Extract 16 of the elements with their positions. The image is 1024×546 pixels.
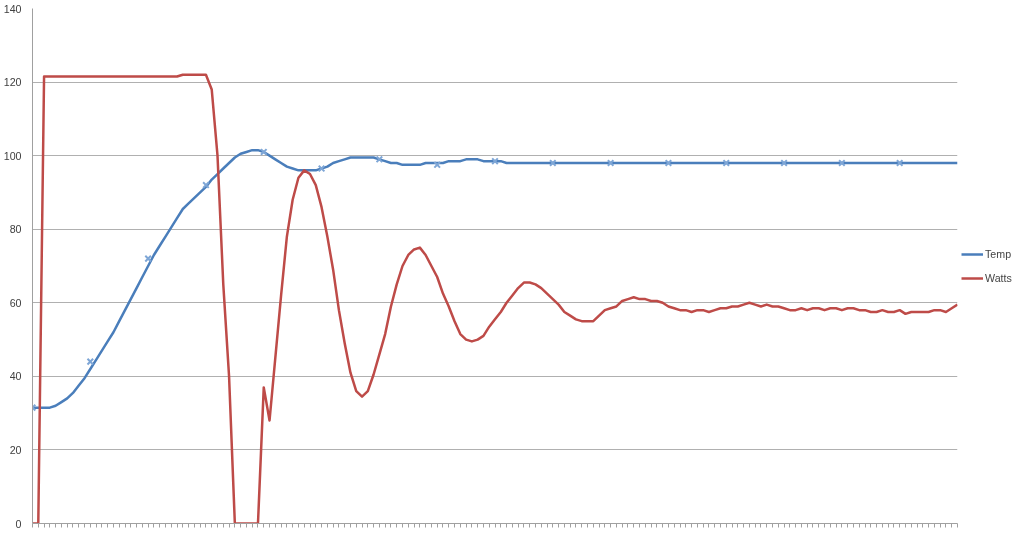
legend-label: Watts: [985, 271, 1012, 284]
point: [606, 159, 615, 167]
point: [433, 161, 442, 169]
y-tick-label: 120: [3, 76, 22, 89]
line-series: [32, 148, 958, 409]
y-tick-label: 20: [9, 443, 22, 456]
y-tick-label: 0: [15, 517, 22, 530]
legend-label: Temp: [985, 247, 1012, 260]
y-tick-label: 60: [9, 296, 22, 309]
point: [317, 164, 326, 173]
y-tick-label: 140: [3, 2, 22, 15]
point: [86, 357, 95, 366]
y-tick-label: 40: [9, 370, 22, 383]
point: [375, 155, 384, 164]
y-tick-label: 80: [9, 223, 22, 236]
y-tick-label: 100: [3, 149, 22, 162]
